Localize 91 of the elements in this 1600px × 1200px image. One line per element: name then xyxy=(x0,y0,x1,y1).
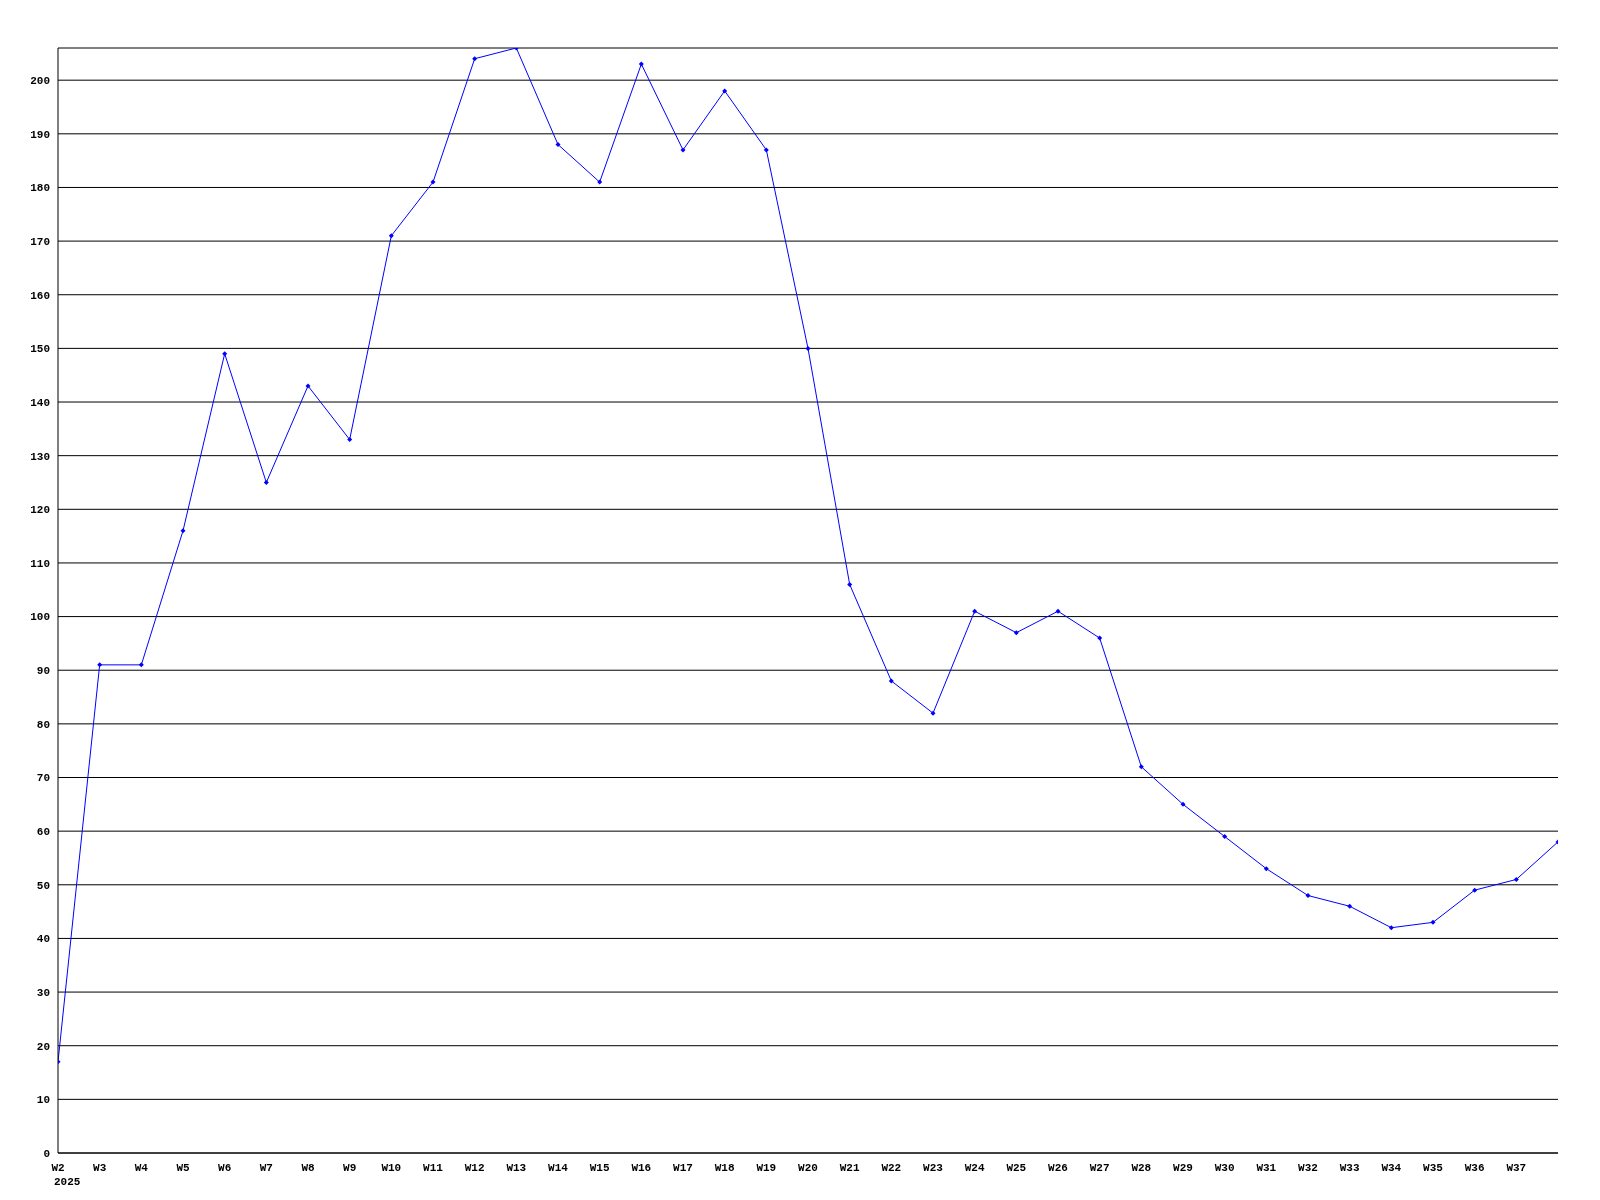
point xyxy=(1013,630,1019,636)
y-tick-label: 140 xyxy=(30,396,50,409)
y-tick-label: 200 xyxy=(30,75,50,88)
point xyxy=(347,437,353,443)
point xyxy=(1305,893,1311,899)
x-tick-label: W11 xyxy=(423,1162,444,1174)
point xyxy=(1263,866,1269,872)
point xyxy=(1222,834,1228,840)
y-tick-label: 90 xyxy=(36,665,50,678)
point xyxy=(388,233,394,239)
point xyxy=(930,710,936,716)
x-tick-label: W12 xyxy=(464,1162,485,1174)
y-tick-label: 130 xyxy=(30,450,50,463)
x-tick-label: W34 xyxy=(1381,1162,1402,1174)
point xyxy=(888,678,894,684)
y-tick-label: 110 xyxy=(30,557,50,570)
x-tick-label: W26 xyxy=(1048,1162,1068,1174)
point xyxy=(222,351,228,357)
x-tick-label: W2 2025 xyxy=(51,1162,81,1188)
x-tick-label: W19 xyxy=(756,1162,777,1174)
y-tick-label: 150 xyxy=(30,343,50,356)
point xyxy=(722,88,728,94)
y-tick-label: 20 xyxy=(36,1040,50,1053)
point xyxy=(305,383,311,389)
x-tick-label: W28 xyxy=(1131,1162,1152,1174)
point xyxy=(972,608,978,614)
x-tick-label: W10 xyxy=(381,1162,402,1174)
point xyxy=(680,147,686,153)
point xyxy=(97,662,103,668)
y-tick-label: 100 xyxy=(30,611,50,624)
point xyxy=(263,479,269,485)
x-tick-label: W8 xyxy=(301,1162,315,1174)
y-tick-label: 40 xyxy=(36,933,50,946)
x-tick-label: W13 xyxy=(506,1162,527,1174)
point xyxy=(1513,876,1519,882)
x-tick-label: W5 xyxy=(176,1162,190,1174)
point xyxy=(1430,919,1436,925)
x-tick-label: W15 xyxy=(589,1162,610,1174)
point xyxy=(555,142,561,148)
point xyxy=(597,179,603,185)
x-tick-label: W21 xyxy=(839,1162,860,1174)
point xyxy=(805,345,811,351)
y-tick-label: 120 xyxy=(30,504,50,517)
x-tick-label: W29 xyxy=(1173,1162,1193,1174)
y-tick-label: 160 xyxy=(30,289,50,302)
point xyxy=(763,147,769,153)
point xyxy=(638,61,644,67)
point xyxy=(1055,608,1061,614)
y-tick-label: 190 xyxy=(30,128,50,141)
point xyxy=(472,56,478,62)
x-tick-label: W25 xyxy=(1006,1162,1027,1174)
y-tick-label: 80 xyxy=(36,718,50,731)
point xyxy=(1472,887,1478,893)
x-tick-label: W35 xyxy=(1423,1162,1444,1174)
y-tick-label: 30 xyxy=(36,986,50,999)
x-tick-label: W27 xyxy=(1089,1162,1110,1174)
x-tick-label: W32 xyxy=(1298,1162,1318,1174)
y-tick-label: 50 xyxy=(36,879,50,892)
point xyxy=(180,528,186,534)
point xyxy=(1347,903,1353,909)
y-tick-label: 70 xyxy=(36,772,50,785)
x-tick-label: W22 xyxy=(881,1162,902,1174)
point xyxy=(430,179,436,185)
x-tick-label: W14 xyxy=(548,1162,569,1174)
x-tick-label: W17 xyxy=(673,1162,693,1174)
x-tick-label: W30 xyxy=(1214,1162,1235,1174)
y-tick-label: 10 xyxy=(36,1094,50,1107)
point xyxy=(1388,925,1394,931)
x-tick-label: W3 xyxy=(93,1162,107,1174)
point xyxy=(847,581,853,587)
x-tick-label: W16 xyxy=(631,1162,652,1174)
x-tick-label: W18 xyxy=(714,1162,735,1174)
x-tick-label: W23 xyxy=(923,1162,944,1174)
y-tick-label: 170 xyxy=(30,236,50,249)
x-tick-label: W37 xyxy=(1506,1162,1527,1174)
x-tick-label: W33 xyxy=(1339,1162,1360,1174)
x-tick-label: W9 xyxy=(343,1162,357,1174)
y-tick-label: 60 xyxy=(36,826,50,839)
y-tick-label: 180 xyxy=(30,182,50,195)
y-tick-label: 0 xyxy=(43,1147,50,1160)
point xyxy=(1097,635,1103,641)
x-tick-label: W6 xyxy=(218,1162,232,1174)
point xyxy=(138,662,144,668)
point xyxy=(1180,801,1186,807)
x-tick-label: W4 xyxy=(134,1162,149,1174)
x-tick-label: W20 xyxy=(798,1162,818,1174)
x-tick-label: W24 xyxy=(964,1162,985,1174)
x-tick-label: W31 xyxy=(1256,1162,1277,1174)
point xyxy=(1138,764,1144,770)
x-tick-label: W7 xyxy=(259,1162,273,1174)
x-tick-label: W36 xyxy=(1464,1162,1485,1174)
